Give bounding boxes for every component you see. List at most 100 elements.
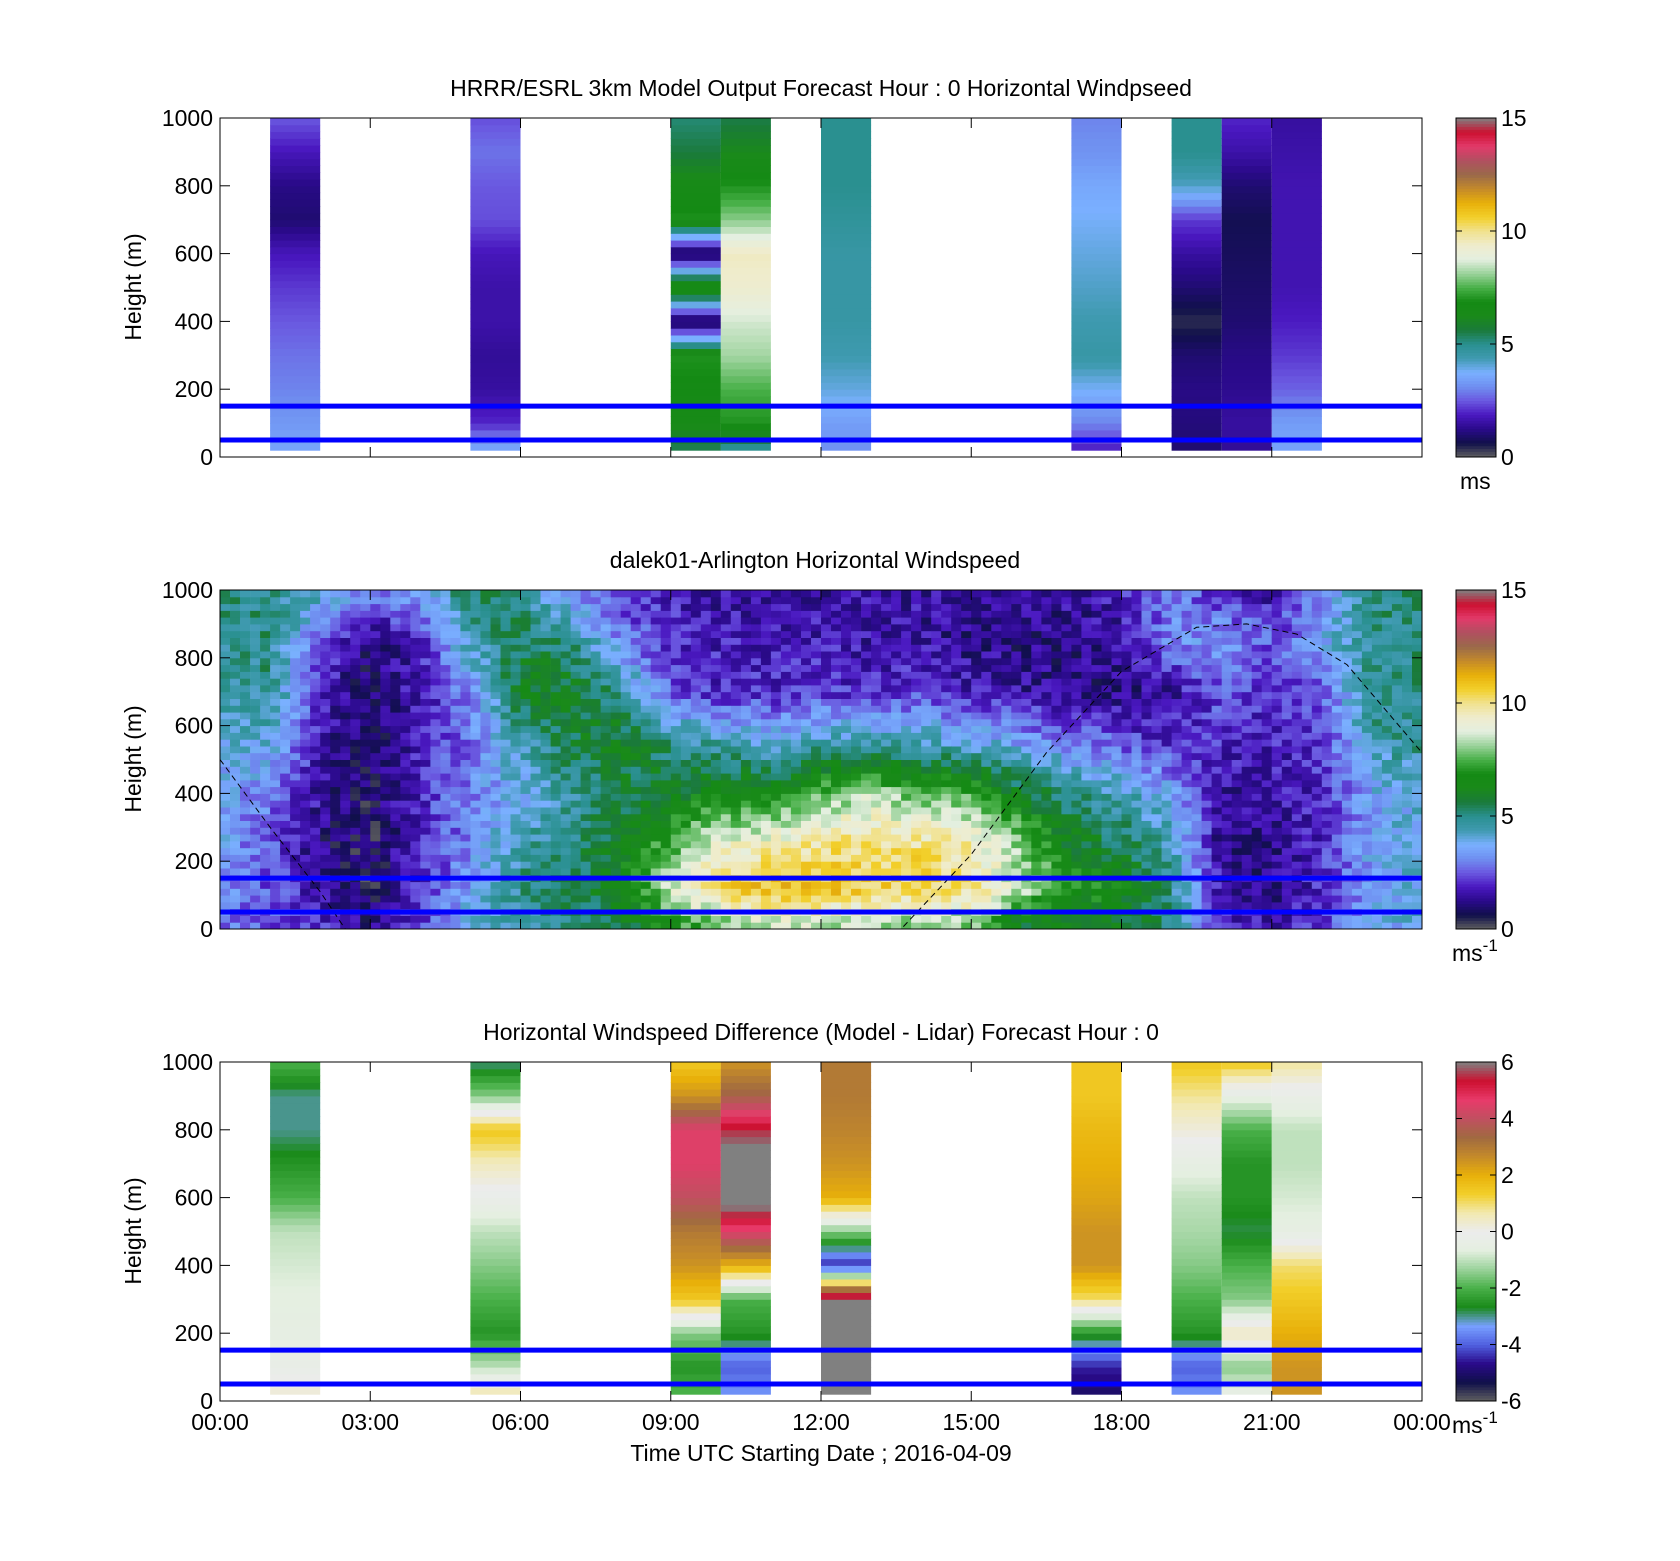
- heatmap-cell: [901, 813, 912, 821]
- heatmap-cell: [821, 301, 872, 309]
- heatmap-cell: [260, 881, 271, 889]
- heatmap-cell: [961, 895, 972, 903]
- heatmap-cell: [390, 590, 401, 598]
- heatmap-cell: [730, 590, 742, 598]
- colorbar-swatch: [1456, 355, 1496, 359]
- heatmap-cell: [941, 901, 952, 910]
- heatmap-cell: [750, 840, 762, 849]
- heatmap-cell: [1031, 895, 1042, 903]
- heatmap-cell: [700, 745, 712, 754]
- heatmap-cell: [610, 888, 622, 896]
- heatmap-cell: [270, 827, 281, 835]
- heatmap-cell: [991, 915, 1002, 923]
- colorbar-swatch: [1456, 338, 1496, 342]
- heatmap-cell: [360, 590, 371, 598]
- heatmap-cell: [680, 881, 692, 889]
- heatmap-cell: [380, 752, 391, 760]
- heatmap-cell: [620, 739, 632, 747]
- heatmap-cell: [1221, 273, 1272, 282]
- heatmap-cell: [1051, 834, 1062, 842]
- heatmap-cell: [1271, 355, 1322, 363]
- heatmap-cell: [861, 691, 872, 699]
- heatmap-cell: [901, 766, 912, 774]
- heatmap-cell: [710, 684, 722, 693]
- heatmap-cell: [250, 630, 261, 638]
- heatmap-cell: [1001, 739, 1012, 747]
- heatmap-cell: [220, 854, 231, 862]
- heatmap-cell: [1041, 766, 1052, 774]
- heatmap-cell: [360, 807, 371, 815]
- heatmap-cell: [1041, 596, 1052, 605]
- heatmap-cell: [530, 820, 541, 828]
- heatmap-cell: [300, 698, 311, 706]
- heatmap-cell: [720, 267, 771, 275]
- heatmap-cell: [1001, 610, 1012, 618]
- heatmap-cell: [390, 732, 401, 740]
- heatmap-cell: [1221, 314, 1272, 322]
- heatmap-cell: [811, 596, 822, 605]
- heatmap-cell: [320, 739, 331, 747]
- heatmap-cell: [851, 840, 862, 849]
- heatmap-cell: [740, 752, 752, 760]
- heatmap-cell: [240, 678, 251, 686]
- heatmap-cell: [1171, 192, 1222, 200]
- heatmap-cell: [390, 630, 401, 638]
- heatmap-cell: [821, 145, 872, 153]
- heatmap-cell: [500, 651, 511, 659]
- heatmap-cell: [1071, 854, 1082, 862]
- heatmap-cell: [620, 596, 632, 605]
- heatmap-cell: [360, 786, 371, 794]
- heatmap-cell: [630, 671, 642, 679]
- heatmap-cell: [320, 712, 331, 720]
- heatmap-cell: [811, 725, 822, 733]
- heatmap-cell: [460, 684, 471, 693]
- heatmap-cell: [270, 314, 321, 322]
- heatmap-cell: [720, 240, 771, 248]
- heatmap-cell: [1051, 813, 1062, 821]
- colorbar-swatch: [1456, 132, 1496, 136]
- heatmap-cell: [600, 596, 611, 605]
- heatmap-cell: [981, 834, 992, 842]
- heatmap-cell: [1171, 335, 1222, 343]
- heatmap-cell: [740, 834, 752, 842]
- heatmap-cell: [540, 895, 551, 903]
- heatmap-cell: [1011, 732, 1022, 740]
- heatmap-cell: [831, 779, 842, 788]
- heatmap-cell: [500, 712, 511, 720]
- heatmap-cell: [831, 820, 842, 828]
- heatmap-cell: [911, 854, 922, 862]
- heatmap-cell: [1081, 698, 1092, 706]
- heatmap-cell: [670, 739, 682, 747]
- heatmap-cell: [380, 807, 391, 815]
- heatmap-cell: [821, 888, 832, 896]
- heatmap-cell: [240, 820, 251, 828]
- heatmap-cell: [430, 644, 441, 652]
- heatmap-cell: [971, 725, 982, 733]
- heatmap-cell: [470, 382, 521, 390]
- heatmap-cell: [250, 745, 261, 754]
- heatmap-cell: [630, 644, 642, 652]
- heatmap-cell: [470, 718, 481, 727]
- heatmap-cell: [270, 335, 321, 343]
- heatmap-cell: [390, 651, 401, 659]
- heatmap-cell: [470, 321, 521, 329]
- heatmap-cell: [610, 895, 622, 903]
- heatmap-cell: [851, 596, 862, 605]
- heatmap-cell: [821, 712, 832, 720]
- heatmap-cell: [861, 793, 872, 801]
- heatmap-cell: [440, 922, 451, 929]
- heatmap-cell: [1021, 725, 1032, 733]
- heatmap-cell: [981, 671, 992, 679]
- heatmap-cell: [490, 793, 501, 801]
- heatmap-cell: [851, 868, 862, 876]
- heatmap-cell: [300, 651, 311, 659]
- heatmap-cell: [1081, 590, 1092, 598]
- heatmap-cell: [1021, 868, 1032, 876]
- heatmap-cell: [1071, 382, 1122, 390]
- heatmap-cell: [1271, 382, 1322, 390]
- heatmap-cell: [911, 922, 922, 929]
- heatmap-cell: [270, 273, 321, 282]
- heatmap-cell: [500, 820, 511, 828]
- heatmap-cell: [901, 630, 912, 638]
- heatmap-cell: [450, 773, 461, 781]
